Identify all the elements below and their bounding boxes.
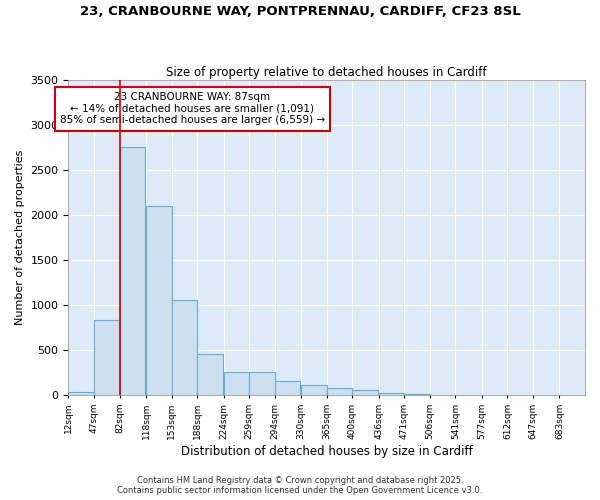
Bar — [119, 147, 145, 395]
Bar — [172, 300, 197, 395]
Title: Size of property relative to detached houses in Cardiff: Size of property relative to detached ho… — [166, 66, 487, 78]
Text: Contains HM Land Registry data © Crown copyright and database right 2025.
Contai: Contains HM Land Registry data © Crown c… — [118, 476, 482, 495]
X-axis label: Distribution of detached houses by size in Cardiff: Distribution of detached houses by size … — [181, 444, 473, 458]
Text: 23 CRANBOURNE WAY: 87sqm
← 14% of detached houses are smaller (1,091)
85% of sem: 23 CRANBOURNE WAY: 87sqm ← 14% of detach… — [60, 92, 325, 126]
Bar — [146, 206, 172, 395]
Bar — [249, 372, 275, 395]
Bar — [379, 393, 404, 395]
Bar — [327, 388, 352, 395]
Bar — [404, 394, 430, 395]
Bar — [275, 380, 301, 395]
Bar — [94, 320, 119, 395]
Bar — [224, 372, 249, 395]
Bar — [301, 385, 327, 395]
Bar — [68, 392, 94, 395]
Y-axis label: Number of detached properties: Number of detached properties — [15, 150, 25, 325]
Bar — [352, 390, 378, 395]
Bar — [197, 354, 223, 395]
Text: 23, CRANBOURNE WAY, PONTPRENNAU, CARDIFF, CF23 8SL: 23, CRANBOURNE WAY, PONTPRENNAU, CARDIFF… — [80, 5, 520, 18]
